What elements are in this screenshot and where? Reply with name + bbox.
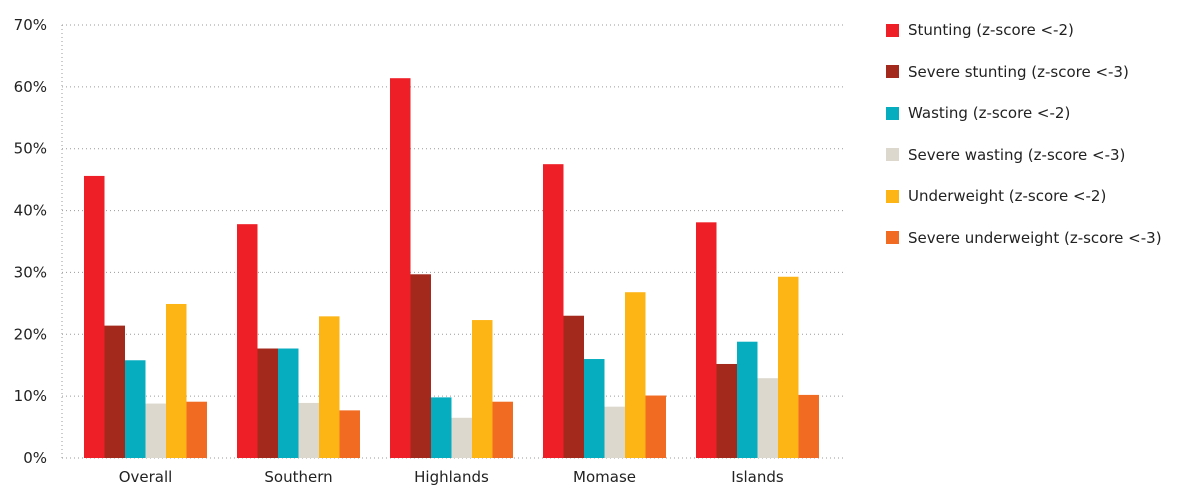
y-tick-label: 20% [14, 325, 47, 343]
legend-item: Severe underweight (z-score <-3) [886, 228, 1162, 248]
bar [645, 395, 666, 458]
bar [604, 406, 625, 458]
x-tick-label: Momase [573, 468, 636, 486]
bar [339, 410, 360, 458]
bar [186, 401, 207, 458]
x-tick-label: Southern [264, 468, 332, 486]
bars [84, 78, 819, 458]
bar [431, 397, 452, 458]
y-tick-label: 0% [23, 449, 47, 467]
bar [84, 175, 105, 458]
legend-label: Severe stunting (z-score <-3) [908, 62, 1129, 81]
y-axis-ticks: 0% 10% 20% 30% 40% 50% 60% 70% [14, 16, 47, 467]
x-tick-label: Islands [731, 468, 784, 486]
legend-item: Wasting (z-score <-2) [886, 103, 1162, 123]
bar [410, 274, 431, 458]
bar-chart: 0% 10% 20% 30% 40% 50% 60% 70% Overall Southern H… [14, 16, 845, 486]
legend-swatch [886, 231, 899, 244]
bar [278, 348, 299, 458]
bar [757, 378, 778, 458]
bar [492, 401, 513, 458]
legend: Stunting (z-score <-2) Severe stunting (z… [886, 20, 1162, 269]
legend-item: Stunting (z-score <-2) [886, 20, 1162, 40]
bar [737, 341, 758, 458]
y-tick-label: 10% [14, 387, 47, 405]
bar [166, 303, 187, 458]
bar [778, 276, 799, 458]
bar [563, 315, 584, 458]
bar [584, 359, 605, 458]
bar [472, 320, 493, 458]
legend-swatch [886, 23, 899, 37]
y-tick-label: 30% [14, 263, 47, 281]
bar [798, 394, 819, 458]
legend-label: Wasting (z-score <-2) [908, 104, 1071, 122]
bar [257, 348, 278, 458]
bar [298, 402, 319, 458]
bar [451, 417, 472, 458]
x-axis-categories: Overall Southern Highlands Momase Islands [119, 468, 784, 486]
legend-swatch [886, 65, 899, 78]
bar [716, 363, 737, 458]
legend-swatch [886, 189, 899, 203]
y-tick-label: 40% [14, 202, 47, 220]
legend-item: Severe stunting (z-score <-3) [886, 62, 1162, 82]
legend-label: Severe underweight (z-score <-3) [908, 228, 1162, 247]
bar [543, 164, 564, 458]
bar [696, 222, 717, 458]
bar [390, 78, 411, 458]
bar [104, 325, 125, 458]
legend-swatch [886, 106, 899, 120]
bar [125, 360, 146, 458]
x-tick-label: Overall [119, 468, 173, 486]
bar [625, 292, 646, 458]
bar [319, 316, 340, 458]
legend-label: Underweight (z-score <-2) [908, 187, 1107, 205]
bar [145, 403, 166, 458]
y-tick-label: 70% [14, 16, 47, 34]
x-tick-label: Highlands [414, 468, 489, 486]
legend-item: Underweight (z-score <-2) [886, 186, 1162, 206]
legend-item: Severe wasting (z-score <-3) [886, 145, 1162, 165]
bar [237, 224, 258, 458]
y-tick-label: 50% [14, 140, 47, 158]
y-tick-label: 60% [14, 78, 47, 96]
legend-swatch [886, 148, 899, 161]
legend-label: Stunting (z-score <-2) [908, 21, 1074, 39]
legend-label: Severe wasting (z-score <-3) [908, 145, 1126, 164]
